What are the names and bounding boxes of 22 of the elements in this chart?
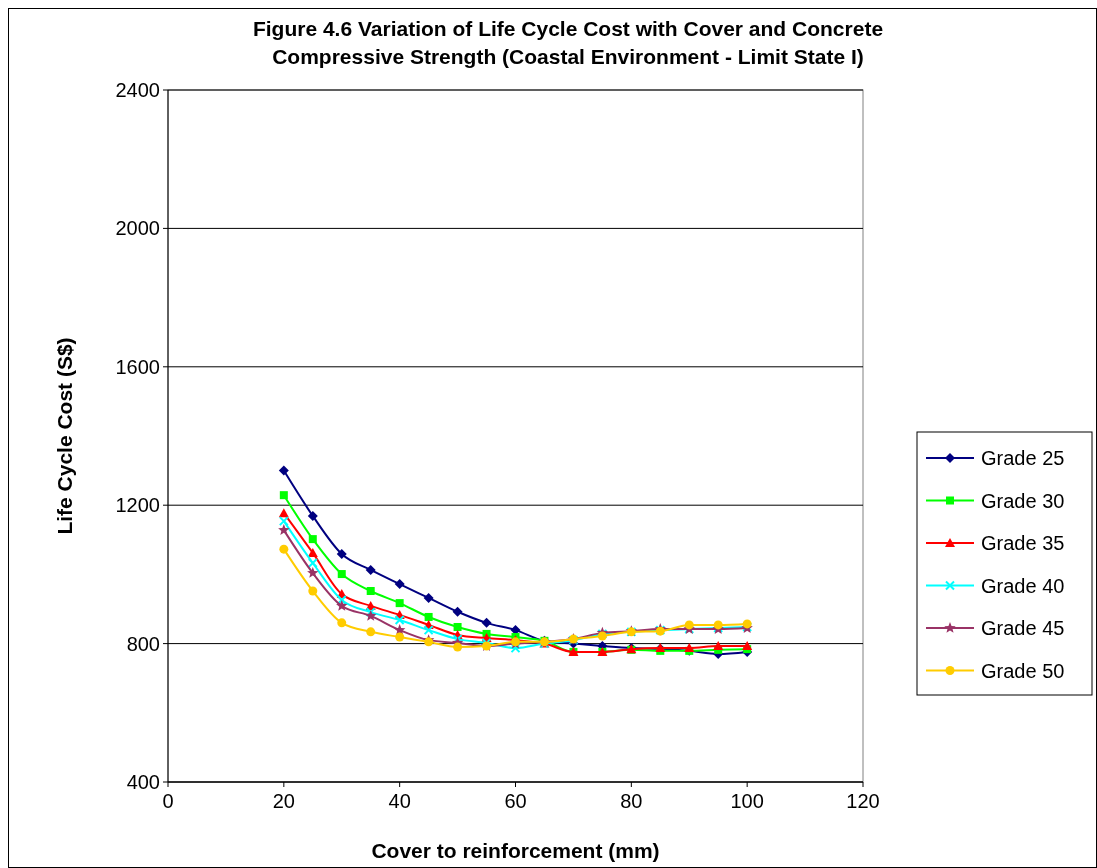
y-tick-label: 2000: [115, 217, 160, 240]
y-tick-label: 800: [126, 632, 160, 655]
x-tick-label: 20: [272, 790, 295, 812]
y-tick-label: 1200: [115, 494, 160, 517]
y-tick-label: 400: [126, 771, 160, 793]
x-tick-label: 80: [620, 790, 643, 812]
y-axis-title: Life Cycle Cost (S$): [53, 337, 76, 535]
legend-label: Grade 50: [981, 659, 1065, 682]
x-tick-label: 60: [504, 790, 527, 812]
legend-label: Grade 35: [981, 532, 1065, 554]
x-tick-label: 0: [162, 790, 174, 812]
legend-label: Grade 40: [981, 574, 1065, 597]
y-tick-label: 2400: [115, 79, 160, 101]
x-tick-label: 40: [388, 790, 411, 812]
x-tick-label: 120: [846, 790, 880, 812]
legend-label: Grade 25: [981, 447, 1065, 469]
legend-label: Grade 30: [981, 489, 1065, 512]
x-axis-title: Cover to reinforcement (mm): [371, 839, 660, 862]
chart-title: Figure 4.6 Variation of Life Cycle Cost with Cover and Concrete Compressive Strength (Coastal Environment - Limit State I): [252, 17, 884, 68]
legend-label: Grade 45: [981, 617, 1065, 639]
y-tick-label: 1600: [115, 355, 160, 378]
x-tick-label: 100: [730, 790, 764, 812]
